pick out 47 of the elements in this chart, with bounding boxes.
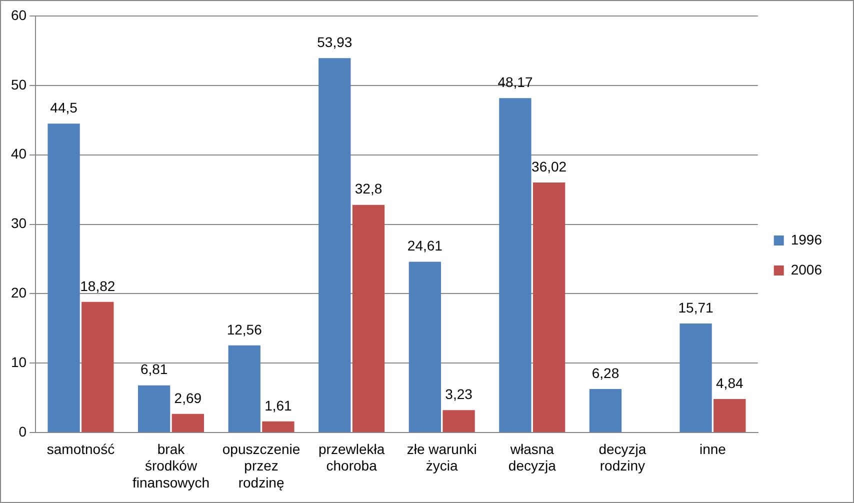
bar (714, 398, 746, 432)
bar (82, 302, 114, 432)
bar (589, 388, 622, 432)
y-tick-label: 60 (10, 6, 27, 23)
y-tick-label: 0 (18, 423, 27, 440)
y-tick-label: 20 (10, 284, 27, 301)
legend-label: 2006 (790, 261, 822, 278)
data-label: 53,93 (317, 34, 352, 50)
bar (228, 345, 260, 432)
bar (532, 182, 566, 432)
y-tick-label: 10 (10, 354, 27, 370)
x-tick-label: złe warunki życia (406, 440, 477, 474)
data-label: 48,17 (498, 74, 533, 90)
x-tick-label: przewlekła choroba (318, 440, 385, 474)
data-label: 4,84 (716, 374, 744, 391)
data-label: 2,69 (174, 390, 202, 406)
x-tick-label: samotność (46, 440, 115, 457)
bar (318, 58, 351, 432)
y-tick-label: 30 (10, 215, 27, 232)
bar (172, 414, 204, 432)
bar (138, 385, 170, 432)
x-tick-label: brak środków finansowych (132, 440, 210, 490)
bar (408, 262, 442, 432)
legend-label: 1996 (790, 231, 822, 248)
bar (680, 324, 712, 432)
data-label: 44,5 (50, 99, 78, 116)
data-label: 18,82 (80, 278, 116, 294)
data-label: 3,23 (445, 386, 473, 402)
data-label: 1,61 (264, 397, 292, 414)
bar (262, 421, 294, 432)
bar (499, 98, 532, 432)
x-tick-label: inne (699, 440, 726, 457)
data-label: 12,56 (226, 321, 262, 338)
y-tick-label: 50 (10, 76, 27, 92)
data-label: 32,8 (354, 180, 382, 197)
data-label: 6,81 (140, 361, 168, 378)
data-label: 6,28 (592, 364, 620, 381)
bar (48, 124, 80, 432)
data-label: 36,02 (532, 158, 567, 174)
x-tick-label: opuszczenie przez rodzinę (222, 440, 300, 490)
data-label: 15,71 (678, 299, 714, 316)
x-tick-label: decyzja rodziny (598, 440, 646, 474)
x-tick-label: własna decyzja (508, 440, 556, 474)
bar (352, 204, 385, 432)
bar (442, 410, 475, 432)
data-label: 24,61 (407, 238, 443, 254)
y-tick-label: 40 (10, 146, 27, 162)
